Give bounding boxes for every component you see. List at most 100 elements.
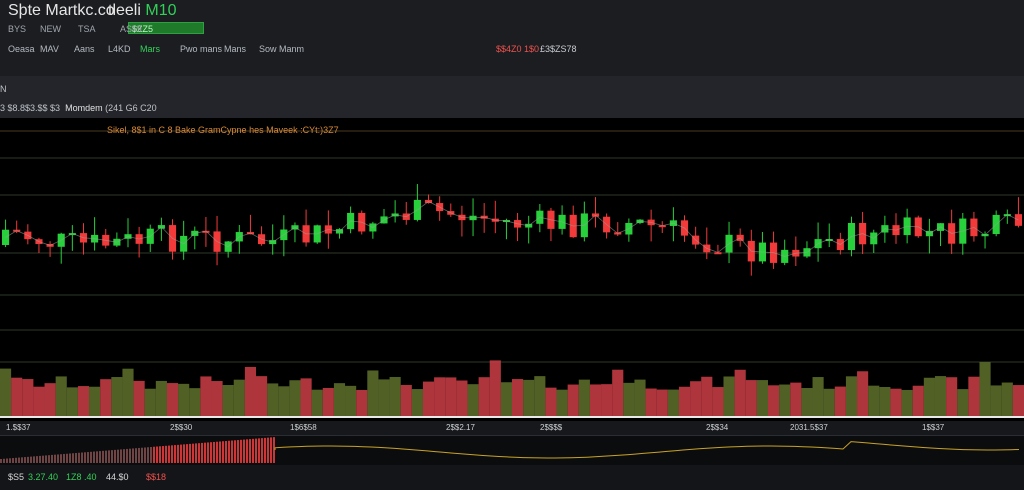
tab-asmi[interactable]: ASMI <box>120 24 143 34</box>
nav-item-aans[interactable]: Aans <box>74 44 95 54</box>
volume-bar <box>890 388 902 418</box>
volume-bar <box>690 381 702 418</box>
volume-bar <box>389 376 401 418</box>
volume-bar <box>656 389 668 418</box>
oscillator-bar <box>117 449 119 463</box>
volume-bar <box>578 379 590 418</box>
oscillator-bar <box>219 441 221 463</box>
oscillator-bar <box>57 454 59 463</box>
volume-bar <box>333 383 346 418</box>
nav-item-mans[interactable]: Mans <box>224 44 247 54</box>
nav-item-mav[interactable]: MAV <box>40 44 59 54</box>
volume-bar <box>745 380 757 418</box>
oscillator-bar <box>252 438 254 463</box>
oscillator-bar <box>192 443 194 463</box>
oscillator-bar <box>183 444 185 463</box>
status-bar <box>0 465 1024 490</box>
volume-bar <box>211 381 223 418</box>
nav-item-oeasa[interactable]: Oeasa <box>8 44 35 54</box>
oscillator-bar <box>39 455 41 463</box>
volume-bar <box>589 384 602 418</box>
chart-caption: Sikel, 8$1 in C 8 Bake GramCypne hes Mav… <box>107 125 339 135</box>
oscillator-line <box>274 441 1020 459</box>
moving-average-line <box>5 201 1019 257</box>
volume-bar <box>556 389 568 418</box>
oscillator-bar <box>135 448 137 463</box>
nav-item-pwo-mans[interactable]: Pwo mans <box>180 44 223 54</box>
candle-body <box>714 252 722 255</box>
volume-bar <box>723 376 735 418</box>
volume-bar <box>467 384 479 418</box>
price-badge[interactable]: $ZZ5 <box>128 22 204 34</box>
tab-new[interactable]: NEW <box>40 24 61 34</box>
volume-bar <box>712 387 724 418</box>
volume-bar <box>144 388 156 418</box>
oscillator-bar <box>69 453 71 463</box>
volume-bar <box>345 385 357 418</box>
volume-bar <box>411 389 423 418</box>
oscillator-bar <box>186 444 188 463</box>
oscillator-bar <box>111 450 113 463</box>
volume-bar <box>779 384 791 418</box>
tab-bys[interactable]: BYS <box>8 24 27 34</box>
oscillator-bar <box>12 458 14 463</box>
oscillator-bar <box>141 447 143 463</box>
oscillator-panel[interactable] <box>0 435 1024 466</box>
oscillator-bar <box>93 451 95 463</box>
nav-item-l4kd[interactable]: L4KD <box>108 44 131 54</box>
oscillator-bar <box>207 442 209 463</box>
oscillator-bar <box>222 441 224 463</box>
oscillator-bar <box>3 458 5 463</box>
volume-bar <box>512 379 524 418</box>
nav-item-mars[interactable]: Mars <box>140 44 160 54</box>
oscillator-bar <box>216 441 218 463</box>
oscillator-bar <box>75 453 77 463</box>
volume-bar <box>879 386 891 418</box>
volume-bar <box>534 376 546 418</box>
oscillator-bar <box>33 456 35 463</box>
tab-tsa[interactable]: TSA <box>78 24 96 34</box>
volume-bar <box>89 386 101 418</box>
candlestick-chart-area[interactable] <box>0 118 1024 421</box>
oscillator-bar <box>153 446 155 463</box>
status-value: 1Z8 .40 <box>66 472 97 482</box>
volume-bar <box>845 376 858 418</box>
nav-item-manm[interactable]: Manm <box>279 44 305 54</box>
toolbar-band <box>0 76 1024 118</box>
oscillator-bar <box>228 440 230 463</box>
oscillator-bar <box>198 443 200 463</box>
oscillator-bar <box>126 448 128 463</box>
volume-bar <box>11 377 23 418</box>
candle-body <box>658 225 666 228</box>
oscillator-bar <box>144 447 146 463</box>
volume-bar <box>823 388 835 418</box>
oscillator-bar <box>156 446 158 463</box>
oscillator-bar <box>204 442 206 463</box>
oscillator-bar <box>255 438 257 463</box>
volume-bar <box>222 384 234 418</box>
app-subtitle: tleeli M10 <box>108 2 176 20</box>
oscillator-bar <box>231 440 233 463</box>
volume-bar <box>356 389 368 418</box>
oscillator-bar <box>201 442 203 463</box>
status-value: $S5 <box>8 472 25 482</box>
oscillator-bar <box>108 450 110 463</box>
oscillator-bar <box>45 455 47 463</box>
info-mode[interactable]: Momdem <box>65 103 103 113</box>
volume-bar <box>378 379 390 418</box>
oscillator-bar <box>168 445 170 463</box>
oscillator-bar <box>132 448 134 463</box>
nav-item-sow[interactable]: Sow <box>259 44 277 54</box>
x-tick-label: 1.$$37 <box>6 423 31 432</box>
oscillator-bar <box>174 445 176 463</box>
volume-bar <box>422 381 435 418</box>
oscillator-bar <box>99 451 101 463</box>
oscillator-bar <box>54 454 56 463</box>
volume-bar <box>645 388 657 418</box>
volume-bar <box>289 380 301 418</box>
x-tick-label: 1$$37 <box>922 423 945 432</box>
oscillator-bar <box>51 454 53 463</box>
candle-body <box>202 230 210 233</box>
